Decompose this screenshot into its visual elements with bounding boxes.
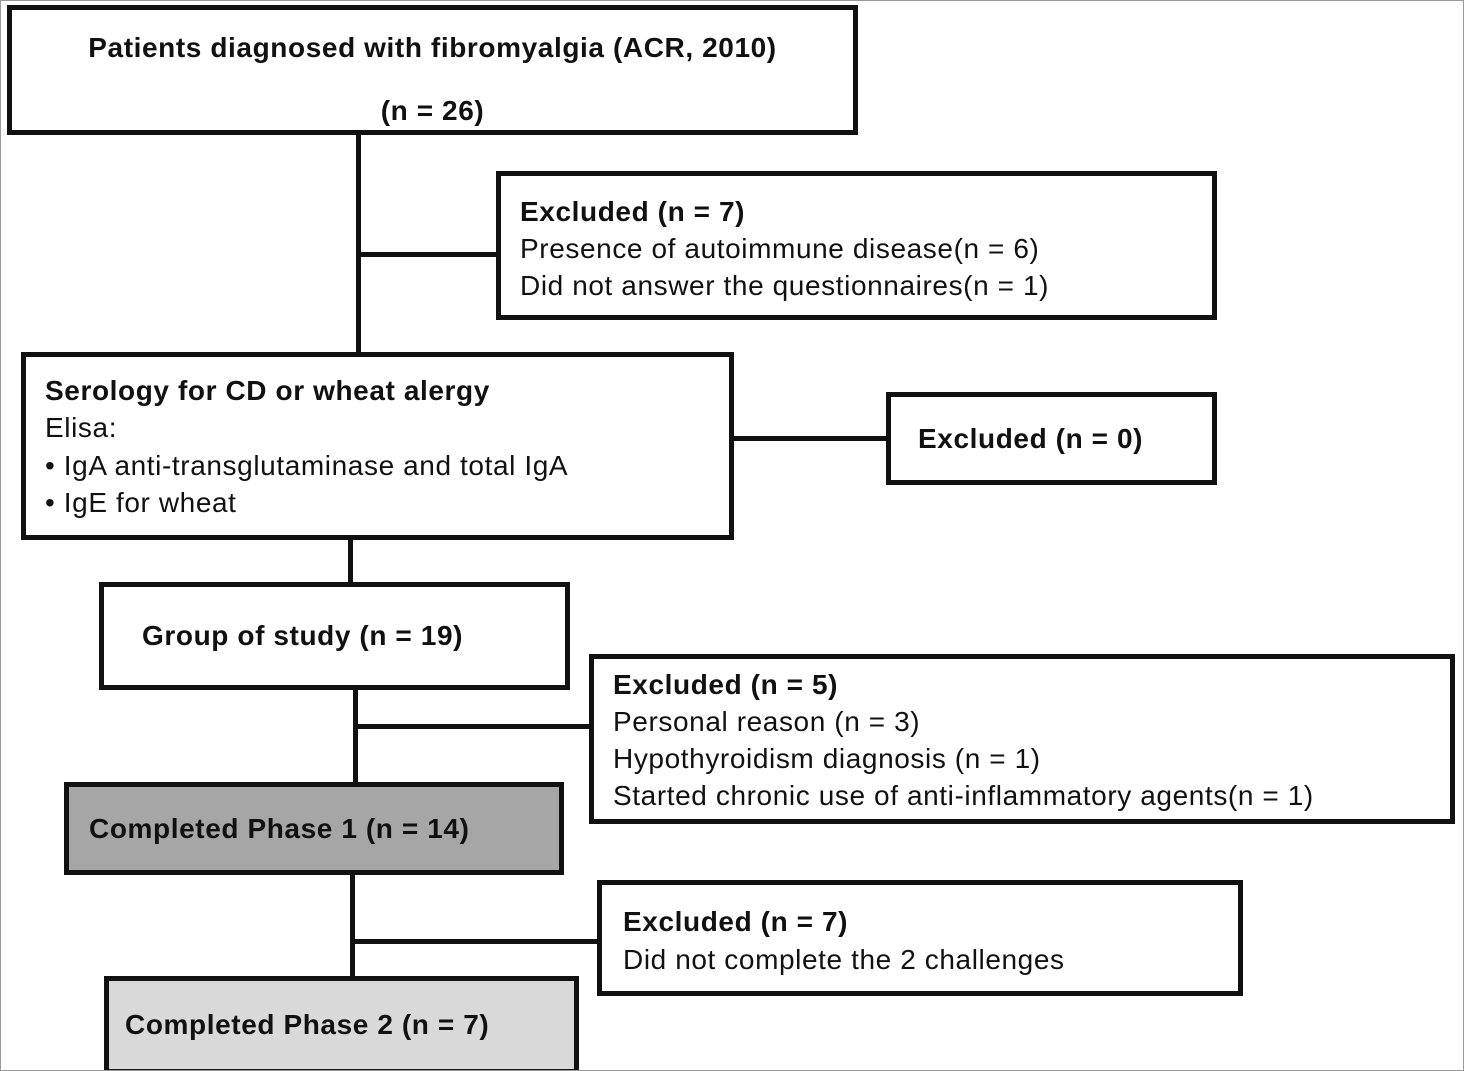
- excluded-box-4: Excluded (n = 7) Did not complete the 2 …: [597, 880, 1243, 996]
- connector: [350, 870, 355, 980]
- connector: [353, 685, 358, 785]
- connector: [348, 535, 353, 585]
- excluded-1-line: Did not answer the questionnaires(n = 1): [520, 270, 1050, 301]
- excluded-1-line: Presence of autoimmune disease(n = 6): [520, 233, 1040, 264]
- excluded-4-line: Did not complete the 2 challenges: [623, 944, 1065, 975]
- connector: [358, 252, 500, 257]
- excluded-3-line: Started chronic use of anti-inflammatory…: [613, 780, 1314, 811]
- connector: [356, 131, 361, 356]
- connector: [353, 724, 593, 729]
- patients-count: (n = 26): [380, 95, 485, 126]
- serology-title: Serology for CD or wheat alergy: [45, 375, 490, 406]
- serology-box: Serology for CD or wheat alergy Elisa: •…: [21, 352, 734, 540]
- excluded-3-line: Personal reason (n = 3): [613, 706, 921, 737]
- serology-line: Elisa:: [45, 412, 118, 443]
- phase1-title: Completed Phase 1 (n = 14): [89, 813, 470, 844]
- group-title: Group of study (n = 19): [142, 620, 464, 651]
- phase1-box: Completed Phase 1 (n = 14): [64, 782, 564, 875]
- excluded-2-title: Excluded (n = 0): [918, 423, 1144, 454]
- excluded-4-title: Excluded (n = 7): [623, 906, 849, 937]
- patients-box: Patients diagnosed with fibromyalgia (AC…: [7, 5, 858, 135]
- excluded-box-1: Excluded (n = 7) Presence of autoimmune …: [496, 171, 1217, 320]
- excluded-3-line: Hypothyroidism diagnosis (n = 1): [613, 743, 1041, 774]
- excluded-box-3: Excluded (n = 5) Personal reason (n = 3)…: [589, 654, 1455, 824]
- patients-title: Patients diagnosed with fibromyalgia (AC…: [88, 32, 777, 63]
- excluded-3-title: Excluded (n = 5): [613, 669, 839, 700]
- phase2-box: Completed Phase 2 (n = 7): [104, 976, 579, 1070]
- connector: [350, 939, 600, 944]
- serology-line: • IgA anti-transglutaminase and total Ig…: [45, 450, 569, 481]
- connector: [729, 436, 889, 441]
- phase2-title: Completed Phase 2 (n = 7): [125, 1009, 490, 1040]
- excluded-box-2: Excluded (n = 0): [886, 392, 1217, 485]
- excluded-1-title: Excluded (n = 7): [520, 196, 746, 227]
- serology-line: • IgE for wheat: [45, 487, 237, 518]
- group-box: Group of study (n = 19): [99, 582, 570, 690]
